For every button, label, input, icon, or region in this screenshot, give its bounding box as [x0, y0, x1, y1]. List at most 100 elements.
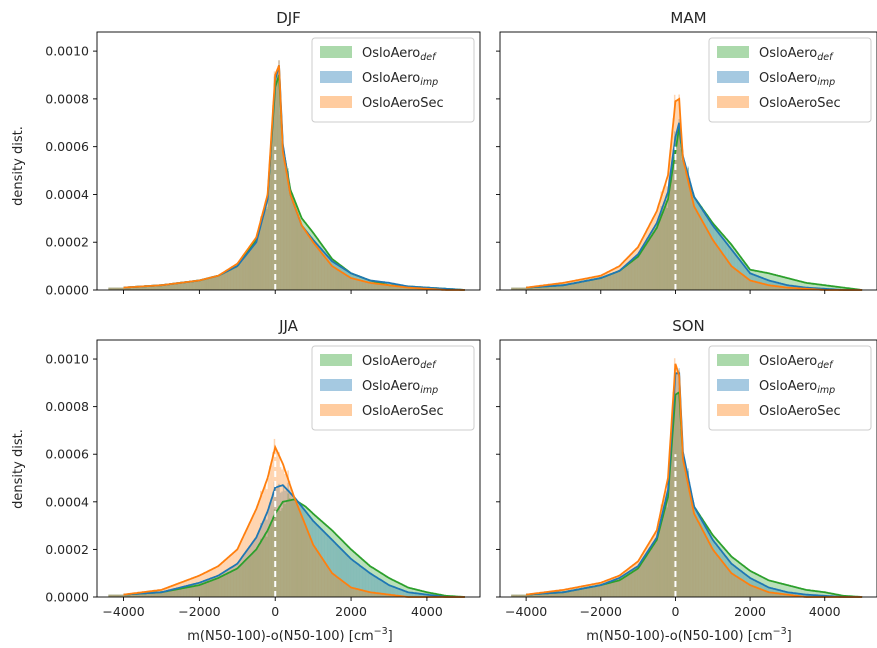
hist-bar-imp: [803, 594, 806, 597]
hist-bar-def: [322, 246, 324, 290]
hist-bar-sec: [129, 593, 132, 597]
hist-bar-imp: [579, 588, 582, 597]
hist-bar-imp: [304, 510, 306, 597]
hist-bar-sec: [384, 594, 386, 597]
hist-bar-imp: [414, 593, 417, 597]
hist-bar-sec: [155, 285, 157, 290]
legend-swatch-def: [320, 354, 352, 366]
hist-bar-def: [839, 287, 842, 290]
hist-bar-sec: [197, 575, 200, 597]
hist-bar-def: [263, 536, 265, 597]
hist-bar-imp: [627, 262, 630, 290]
hist-bar-sec: [199, 280, 201, 290]
hist-bar-def: [599, 278, 601, 290]
hist-bar-sec: [229, 555, 232, 597]
hist-bar-sec: [538, 593, 540, 597]
hist-bar-imp: [667, 481, 670, 597]
hist-bar-imp: [590, 586, 592, 597]
hist-bar-def: [526, 594, 528, 597]
hist-bar-imp: [307, 514, 309, 597]
hist-bar-sec: [630, 253, 633, 290]
hist-bar-def: [296, 206, 298, 290]
hist-bar-def: [654, 230, 657, 290]
hist-bar-sec: [587, 278, 589, 290]
hist-bar-def: [190, 586, 192, 597]
hist-bar-sec: [416, 288, 418, 290]
hist-bar-def: [569, 283, 571, 290]
hist-bar-imp: [630, 260, 633, 290]
histogram-bars: [108, 438, 465, 597]
hist-bar-sec: [567, 281, 570, 290]
hist-bar-def: [167, 590, 170, 597]
hist-bar-def: [311, 231, 314, 290]
hist-bar-sec: [690, 499, 692, 597]
hist-bar-sec: [173, 283, 176, 290]
hist-bar-sec: [173, 585, 176, 597]
hist-bar-sec: [706, 539, 709, 597]
hist-bar-def: [379, 283, 382, 290]
hist-bar-imp: [723, 239, 725, 290]
hist-bar-imp: [214, 276, 217, 290]
hist-bar-def: [249, 248, 251, 290]
hist-bar-def: [718, 542, 721, 597]
hist-bar-def: [223, 272, 226, 290]
hist-bar-sec: [223, 271, 226, 290]
hist-bar-imp: [699, 206, 701, 290]
hist-bar-sec: [581, 279, 583, 290]
hist-bar-def: [388, 285, 391, 290]
hist-bar-imp: [733, 253, 736, 290]
hist-bar-sec: [326, 566, 329, 597]
hist-bar-def: [645, 243, 648, 290]
hist-bar-sec: [564, 282, 567, 290]
hist-bar-def: [284, 163, 286, 290]
hist-bar-def: [597, 585, 600, 597]
hist-bar-def: [402, 286, 405, 290]
hist-bar-sec: [778, 593, 780, 597]
hist-bar-sec: [252, 515, 254, 597]
hist-bar-imp: [222, 273, 224, 290]
hist-bar-imp: [678, 118, 680, 291]
hist-bar-def: [594, 586, 597, 597]
hist-bar-def: [387, 285, 389, 290]
hist-bar-def: [369, 280, 371, 290]
hist-bar-sec: [137, 286, 139, 290]
hist-bar-sec: [648, 542, 651, 597]
hist-bar-sec: [411, 287, 414, 290]
hist-bar-def: [517, 287, 519, 290]
hist-bar-def: [159, 592, 162, 597]
hist-bar-sec: [332, 267, 335, 290]
hist-bar-imp: [358, 276, 361, 290]
hist-bar-def: [682, 458, 685, 597]
hist-bar-def: [621, 268, 624, 290]
hist-bar-def: [633, 259, 636, 290]
hist-bar-sec: [561, 282, 564, 290]
x-axis-label-right-end: ]: [787, 629, 792, 644]
hist-bar-imp: [191, 281, 194, 290]
hist-bar-imp: [575, 589, 577, 597]
hist-bar-sec: [684, 473, 686, 597]
hist-bar-sec: [624, 259, 627, 290]
hist-bar-sec: [678, 370, 680, 597]
hist-bar-imp: [320, 529, 323, 597]
hist-bar-def: [260, 538, 262, 597]
hist-bar-imp: [232, 566, 235, 597]
hist-bar-sec: [108, 594, 110, 597]
hist-bar-sec: [360, 280, 362, 290]
hist-bar-sec: [614, 268, 616, 290]
hist-bar-def: [200, 584, 203, 597]
hist-bar-imp: [322, 530, 324, 597]
hist-bar-def: [757, 271, 760, 290]
hist-bar-imp: [376, 577, 379, 597]
hist-bar-imp: [231, 567, 233, 597]
hist-bar-sec: [536, 286, 539, 290]
hist-bar-sec: [115, 594, 118, 597]
hist-bar-imp: [351, 273, 353, 290]
hist-bar-imp: [570, 590, 573, 597]
hist-bar-sec: [715, 245, 718, 290]
hist-bar-sec: [156, 590, 159, 597]
hist-bar-imp: [134, 593, 136, 597]
hist-bar-sec: [390, 594, 393, 597]
hist-bar-sec: [732, 267, 734, 290]
hist-bar-def: [172, 590, 174, 597]
hist-bar-imp: [554, 285, 556, 290]
